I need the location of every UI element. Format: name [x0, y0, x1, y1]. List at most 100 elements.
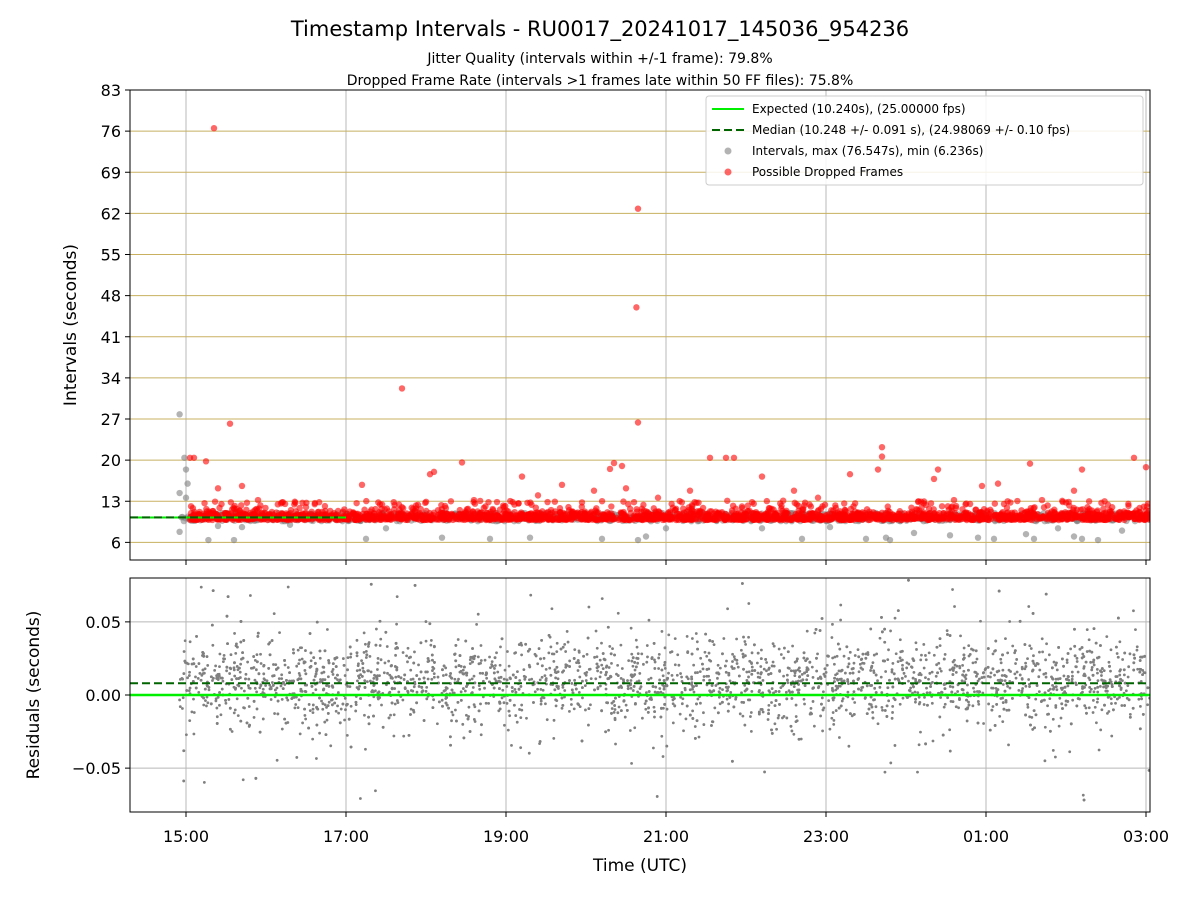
interval-point: [798, 535, 806, 543]
dropped-point: [430, 509, 438, 516]
residual-point: [830, 716, 834, 720]
residual-point: [612, 710, 616, 714]
residual-point: [232, 668, 236, 672]
y-tick-label: 62: [101, 204, 121, 223]
dropped-point: [807, 510, 814, 517]
residual-point: [619, 643, 623, 647]
residual-point: [444, 666, 448, 670]
dropped-point: [402, 512, 410, 520]
residual-point: [1099, 728, 1103, 732]
residual-point: [891, 704, 895, 708]
residual-point: [188, 719, 192, 722]
dropped-point: [242, 511, 249, 518]
dropped-point: [925, 512, 932, 519]
residual-point: [699, 701, 702, 705]
residual-point: [695, 640, 699, 644]
residual-point: [1090, 665, 1094, 669]
dropped-point: [1005, 515, 1013, 523]
residual-point: [784, 690, 788, 694]
residual-point: [878, 685, 882, 689]
residual-point: [653, 667, 657, 670]
residual-point: [506, 728, 510, 732]
residual-point: [505, 685, 509, 688]
residual-point: [538, 678, 542, 682]
dropped-point: [1107, 512, 1114, 519]
y-tick-label: 27: [101, 410, 121, 429]
residual-point: [987, 702, 991, 706]
x-tick-label: 21:00: [643, 827, 689, 846]
residual-point: [485, 676, 489, 680]
dropped-point: [291, 498, 298, 505]
interval-point: [176, 489, 183, 497]
residual-point: [368, 679, 372, 683]
y-tick-label: 41: [101, 328, 121, 347]
residual-point: [626, 679, 629, 682]
dropped-point: [500, 502, 507, 509]
dropped-point: [201, 499, 208, 507]
residual-point: [1108, 678, 1112, 682]
residual-point: [948, 685, 952, 688]
interval-point: [286, 521, 294, 528]
dropped-point: [238, 502, 245, 509]
dropped-point: [678, 499, 686, 506]
residual-point: [675, 673, 679, 677]
residual-point: [1114, 701, 1117, 705]
dropped-point: [807, 503, 815, 510]
dropped-point: [287, 506, 295, 514]
dropped-point: [344, 510, 351, 517]
dropped-point: [558, 481, 566, 488]
interval-point: [230, 536, 238, 544]
interval-point: [182, 494, 190, 501]
residual-point: [676, 653, 680, 657]
dropped-point: [718, 515, 725, 522]
residual-point: [261, 717, 265, 721]
dropped-point: [578, 499, 586, 506]
dropped-point: [216, 504, 223, 512]
residual-point: [1137, 697, 1141, 701]
dropped-point: [544, 498, 551, 506]
y-tick-label: 0.00: [85, 686, 121, 705]
residual-point: [238, 670, 242, 674]
dropped-point: [644, 512, 651, 520]
dropped-point: [1084, 516, 1092, 524]
residual-point: [927, 651, 931, 655]
dropped-point: [730, 515, 738, 523]
residual-point: [197, 662, 201, 665]
dropped-point: [590, 487, 598, 494]
dropped-point: [874, 466, 882, 473]
residual-point: [311, 737, 315, 741]
dropped-point: [692, 515, 700, 522]
dropped-point: [749, 515, 756, 522]
dropped-point: [761, 513, 768, 520]
residual-point: [270, 681, 274, 684]
residual-point: [750, 651, 754, 655]
residual-point: [280, 727, 284, 731]
residual-point: [967, 700, 970, 704]
dropped-point: [1027, 504, 1034, 512]
dropped-point: [238, 482, 246, 490]
x-tick-label: 17:00: [323, 827, 369, 846]
residual-point: [457, 677, 460, 681]
residual-point: [334, 676, 337, 680]
dropped-point: [426, 471, 434, 478]
dropped-point: [949, 503, 956, 510]
residual-point: [887, 699, 891, 703]
residual-point: [1032, 654, 1035, 658]
residual-point: [875, 652, 879, 656]
bottom-data: [130, 578, 1150, 802]
dropped-point: [704, 514, 712, 521]
residual-point: [812, 724, 816, 728]
residual-point: [1085, 628, 1089, 632]
residual-point: [889, 761, 893, 765]
residual-point: [852, 661, 856, 665]
dropped-point: [777, 500, 784, 507]
residual-point: [1040, 637, 1044, 641]
residual-point: [481, 671, 485, 675]
dropped-point: [302, 503, 310, 511]
residual-point: [261, 691, 265, 694]
y-tick-label: 48: [101, 287, 121, 306]
dropped-point: [226, 420, 234, 427]
residual-point: [913, 690, 917, 694]
